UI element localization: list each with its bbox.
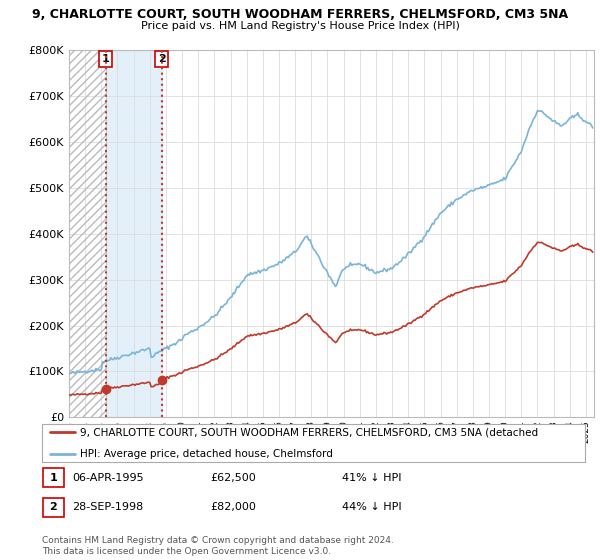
Text: 1: 1: [50, 473, 57, 483]
FancyBboxPatch shape: [42, 424, 585, 462]
FancyBboxPatch shape: [43, 498, 64, 517]
Text: 41% ↓ HPI: 41% ↓ HPI: [342, 473, 401, 483]
Text: 2: 2: [158, 54, 166, 64]
Text: HPI: Average price, detached house, Chelmsford: HPI: Average price, detached house, Chel…: [80, 449, 333, 459]
Text: £82,000: £82,000: [210, 502, 256, 512]
Bar: [69, 50, 106, 417]
Text: 9, CHARLOTTE COURT, SOUTH WOODHAM FERRERS, CHELMSFORD, CM3 5NA (detached: 9, CHARLOTTE COURT, SOUTH WOODHAM FERRER…: [80, 427, 538, 437]
Text: 28-SEP-1998: 28-SEP-1998: [72, 502, 143, 512]
Bar: [69, 50, 106, 417]
Text: 06-APR-1995: 06-APR-1995: [72, 473, 143, 483]
Text: Contains HM Land Registry data © Crown copyright and database right 2024.
This d: Contains HM Land Registry data © Crown c…: [42, 536, 394, 556]
Text: Price paid vs. HM Land Registry's House Price Index (HPI): Price paid vs. HM Land Registry's House …: [140, 21, 460, 31]
Bar: [106, 50, 162, 417]
Text: 44% ↓ HPI: 44% ↓ HPI: [342, 502, 401, 512]
Text: 9, CHARLOTTE COURT, SOUTH WOODHAM FERRERS, CHELMSFORD, CM3 5NA: 9, CHARLOTTE COURT, SOUTH WOODHAM FERRER…: [32, 8, 568, 21]
Text: 2: 2: [50, 502, 57, 512]
FancyBboxPatch shape: [43, 468, 64, 487]
Text: £62,500: £62,500: [210, 473, 256, 483]
Text: 1: 1: [102, 54, 110, 64]
